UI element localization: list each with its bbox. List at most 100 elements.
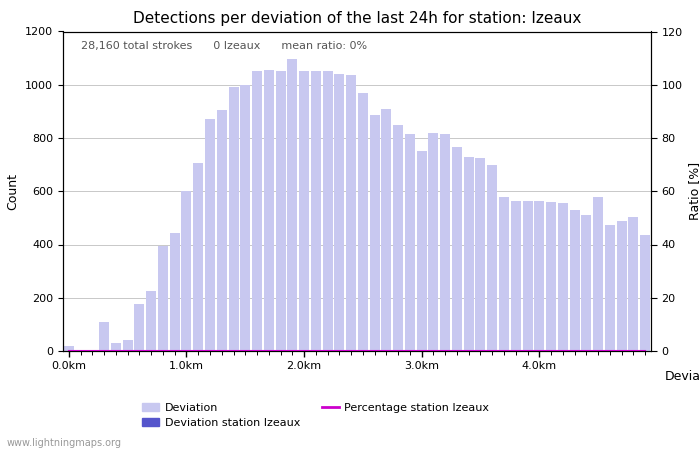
- Percentage station Izeaux: [312, 348, 320, 354]
- Bar: [617, 220, 626, 351]
- Bar: [323, 72, 332, 351]
- Percentage station Izeaux: [382, 348, 391, 354]
- Bar: [228, 87, 239, 351]
- Bar: [358, 93, 368, 351]
- Bar: [640, 235, 650, 351]
- Legend: Deviation, Deviation station Izeaux, Percentage station Izeaux: Deviation, Deviation station Izeaux, Per…: [138, 398, 494, 432]
- Percentage station Izeaux: [276, 348, 285, 354]
- Percentage station Izeaux: [230, 348, 238, 354]
- Bar: [428, 133, 438, 351]
- Bar: [217, 110, 227, 351]
- Percentage station Izeaux: [524, 348, 532, 354]
- Percentage station Izeaux: [265, 348, 273, 354]
- Percentage station Izeaux: [406, 348, 414, 354]
- X-axis label: Deviations: Deviations: [665, 370, 700, 383]
- Y-axis label: Ratio [%]: Ratio [%]: [688, 162, 700, 220]
- Percentage station Izeaux: [570, 348, 579, 354]
- Bar: [193, 163, 203, 351]
- Percentage station Izeaux: [135, 348, 143, 354]
- Percentage station Izeaux: [253, 348, 261, 354]
- Text: www.lightningmaps.org: www.lightningmaps.org: [7, 437, 122, 447]
- Bar: [534, 201, 545, 351]
- Text: 28,160 total strokes      0 Izeaux      mean ratio: 0%: 28,160 total strokes 0 Izeaux mean ratio…: [80, 41, 367, 51]
- Y-axis label: Count: Count: [6, 173, 20, 210]
- Bar: [99, 322, 109, 351]
- Bar: [158, 246, 168, 351]
- Bar: [581, 215, 592, 351]
- Bar: [335, 74, 344, 351]
- Bar: [452, 147, 462, 351]
- Percentage station Izeaux: [465, 348, 473, 354]
- Bar: [511, 201, 521, 351]
- Percentage station Izeaux: [182, 348, 190, 354]
- Percentage station Izeaux: [123, 348, 132, 354]
- Bar: [463, 157, 474, 351]
- Percentage station Izeaux: [88, 348, 97, 354]
- Bar: [122, 340, 133, 351]
- Percentage station Izeaux: [629, 348, 638, 354]
- Bar: [264, 70, 274, 351]
- Percentage station Izeaux: [512, 348, 520, 354]
- Percentage station Izeaux: [594, 348, 602, 354]
- Bar: [393, 125, 403, 351]
- Bar: [346, 76, 356, 351]
- Percentage station Izeaux: [370, 348, 379, 354]
- Bar: [522, 201, 533, 351]
- Bar: [64, 346, 74, 351]
- Bar: [88, 350, 97, 351]
- Percentage station Izeaux: [76, 348, 85, 354]
- Percentage station Izeaux: [476, 348, 484, 354]
- Bar: [76, 350, 85, 351]
- Percentage station Izeaux: [500, 348, 508, 354]
- Bar: [593, 197, 603, 351]
- Percentage station Izeaux: [606, 348, 614, 354]
- Bar: [276, 72, 286, 351]
- Percentage station Izeaux: [194, 348, 202, 354]
- Bar: [299, 72, 309, 351]
- Percentage station Izeaux: [64, 348, 73, 354]
- Bar: [370, 115, 379, 351]
- Percentage station Izeaux: [441, 348, 449, 354]
- Percentage station Izeaux: [323, 348, 332, 354]
- Bar: [487, 165, 497, 351]
- Bar: [546, 202, 556, 351]
- Percentage station Izeaux: [335, 348, 344, 354]
- Bar: [205, 119, 215, 351]
- Percentage station Izeaux: [453, 348, 461, 354]
- Title: Detections per deviation of the last 24h for station: Izeaux: Detections per deviation of the last 24h…: [133, 11, 581, 26]
- Percentage station Izeaux: [535, 348, 543, 354]
- Bar: [475, 158, 486, 351]
- Bar: [416, 151, 427, 351]
- Percentage station Izeaux: [147, 348, 155, 354]
- Percentage station Izeaux: [617, 348, 626, 354]
- Bar: [311, 72, 321, 351]
- Percentage station Izeaux: [358, 348, 367, 354]
- Bar: [629, 216, 638, 351]
- Bar: [382, 109, 391, 351]
- Bar: [181, 191, 192, 351]
- Bar: [605, 225, 615, 351]
- Percentage station Izeaux: [394, 348, 402, 354]
- Percentage station Izeaux: [582, 348, 591, 354]
- Bar: [405, 134, 415, 351]
- Bar: [558, 203, 568, 351]
- Percentage station Izeaux: [100, 348, 108, 354]
- Percentage station Izeaux: [547, 348, 555, 354]
- Percentage station Izeaux: [300, 348, 308, 354]
- Bar: [287, 59, 298, 351]
- Percentage station Izeaux: [429, 348, 438, 354]
- Percentage station Izeaux: [206, 348, 214, 354]
- Percentage station Izeaux: [241, 348, 249, 354]
- Percentage station Izeaux: [171, 348, 179, 354]
- Bar: [499, 197, 509, 351]
- Percentage station Izeaux: [641, 348, 650, 354]
- Percentage station Izeaux: [417, 348, 426, 354]
- Bar: [169, 233, 180, 351]
- Percentage station Izeaux: [112, 348, 120, 354]
- Percentage station Izeaux: [347, 348, 356, 354]
- Bar: [440, 134, 450, 351]
- Bar: [252, 72, 262, 351]
- Bar: [111, 343, 121, 351]
- Percentage station Izeaux: [288, 348, 297, 354]
- Bar: [146, 291, 156, 351]
